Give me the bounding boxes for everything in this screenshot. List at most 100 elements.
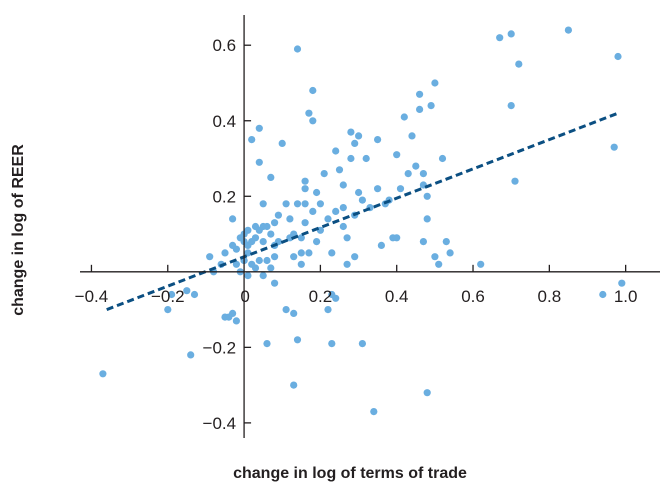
data-point-17 xyxy=(232,245,240,253)
data-point-38 xyxy=(259,200,267,208)
data-point-5 xyxy=(190,290,199,299)
data-point-94 xyxy=(339,222,347,231)
data-point-105 xyxy=(358,340,366,348)
data-point-120 xyxy=(408,132,416,140)
data-point-82 xyxy=(320,170,328,178)
data-point-76 xyxy=(309,117,317,125)
data-point-25 xyxy=(244,226,252,234)
data-point-127 xyxy=(423,389,431,397)
x-axis-title: change in log of terms of trade xyxy=(233,465,467,482)
data-point-66 xyxy=(297,249,305,257)
data-point-0 xyxy=(99,370,107,378)
y-axis-title: change in log of REER xyxy=(10,144,27,316)
data-point-80 xyxy=(316,200,324,208)
data-point-133 xyxy=(435,260,443,268)
data-point-95 xyxy=(343,234,351,242)
data-point-87 xyxy=(328,249,336,257)
data-point-108 xyxy=(370,408,378,416)
data-point-12 xyxy=(229,215,237,223)
data-point-73 xyxy=(305,109,313,117)
data-point-14 xyxy=(229,309,237,317)
data-point-45 xyxy=(267,264,275,272)
x-tick-label-3: 0.2 xyxy=(309,287,333,306)
y-tick-label-3: 0.2 xyxy=(212,187,236,206)
data-point-78 xyxy=(313,188,321,197)
x-tick-label-0: −0.4 xyxy=(75,287,109,306)
data-point-116 xyxy=(393,151,401,159)
x-tick-label-1: −0.2 xyxy=(151,287,185,306)
data-point-31 xyxy=(251,234,260,242)
x-tick-label-5: 0.6 xyxy=(461,287,485,306)
data-point-69 xyxy=(301,177,309,185)
y-tick-label-1: −0.2 xyxy=(203,338,237,357)
data-point-134 xyxy=(438,154,447,163)
data-point-96 xyxy=(343,260,351,268)
data-point-83 xyxy=(324,215,332,223)
x-tick-label-6: 0.8 xyxy=(538,287,562,306)
data-point-51 xyxy=(271,279,279,287)
data-point-129 xyxy=(423,215,431,223)
data-point-98 xyxy=(347,154,355,163)
data-point-54 xyxy=(278,139,286,147)
data-point-144 xyxy=(599,290,607,299)
data-point-62 xyxy=(290,309,298,317)
data-point-3 xyxy=(183,287,191,295)
data-point-58 xyxy=(286,215,294,223)
data-point-79 xyxy=(313,238,321,246)
data-point-110 xyxy=(374,136,382,144)
data-point-122 xyxy=(416,90,424,98)
data-point-126 xyxy=(419,238,427,246)
data-point-52 xyxy=(274,211,282,219)
data-point-42 xyxy=(263,222,271,231)
trend-line xyxy=(106,111,619,311)
data-point-16 xyxy=(232,260,240,268)
y-tick-label-5: 0.6 xyxy=(212,36,236,55)
scatter-points xyxy=(99,26,626,416)
data-point-137 xyxy=(477,260,485,268)
data-point-140 xyxy=(507,102,515,110)
data-point-35 xyxy=(255,256,263,265)
data-point-88 xyxy=(332,147,340,155)
data-point-136 xyxy=(446,249,454,257)
data-point-68 xyxy=(297,260,305,268)
x-tick-label-4: 0.4 xyxy=(385,287,409,306)
y-tick-label-0: −0.4 xyxy=(203,414,237,433)
data-point-111 xyxy=(377,241,385,249)
data-point-118 xyxy=(400,113,408,121)
y-axis-ticks: −0.4 −0.2 0.2 0.4 0.6 xyxy=(203,36,252,433)
data-point-50 xyxy=(271,253,279,261)
data-point-147 xyxy=(618,279,626,287)
data-point-131 xyxy=(431,253,439,261)
data-point-27 xyxy=(244,272,252,280)
data-point-90 xyxy=(332,294,340,302)
data-point-130 xyxy=(427,102,435,110)
data-point-59 xyxy=(290,381,298,389)
data-point-43 xyxy=(263,256,271,265)
data-point-91 xyxy=(335,166,344,174)
data-point-104 xyxy=(358,196,366,204)
data-point-37 xyxy=(255,158,263,166)
data-point-119 xyxy=(404,170,412,178)
data-point-60 xyxy=(290,253,298,261)
x-tick-label-7: 1.0 xyxy=(614,287,638,306)
data-point-15 xyxy=(232,317,240,325)
data-point-2 xyxy=(168,290,176,299)
data-point-48 xyxy=(271,219,279,227)
data-point-97 xyxy=(347,128,355,136)
data-point-47 xyxy=(267,230,275,238)
data-point-93 xyxy=(339,204,347,212)
data-point-77 xyxy=(309,207,317,215)
data-point-141 xyxy=(511,177,519,185)
data-point-101 xyxy=(351,253,359,261)
data-point-72 xyxy=(301,219,309,227)
data-point-132 xyxy=(431,79,439,87)
data-point-34 xyxy=(255,124,263,132)
data-point-75 xyxy=(309,86,317,95)
data-point-67 xyxy=(297,234,305,242)
data-point-65 xyxy=(293,336,302,344)
data-point-71 xyxy=(301,200,309,208)
data-point-85 xyxy=(328,340,336,348)
data-point-139 xyxy=(507,30,515,38)
data-point-4 xyxy=(187,351,195,359)
